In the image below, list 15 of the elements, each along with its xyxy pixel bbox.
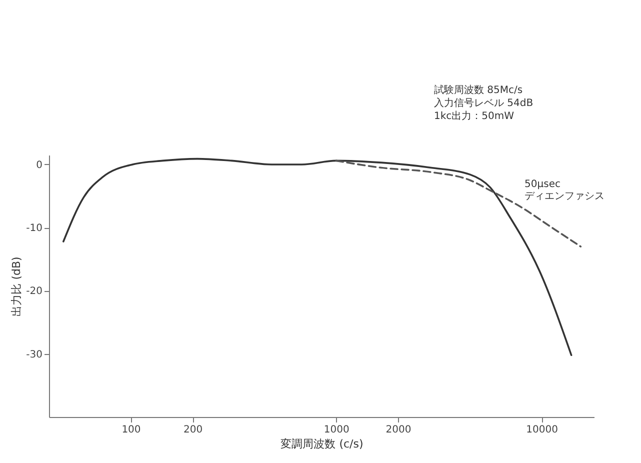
text: 試験周波数 85Mc/s: [434, 84, 523, 96]
series-label: 50μsec ディエンファシス: [524, 178, 605, 202]
y-axis-title: 出力比 (dB): [10, 256, 24, 316]
x-tick-label: 1000: [324, 424, 350, 436]
y-tick-label: -30: [26, 349, 42, 360]
text: 1kc出力：50mW: [434, 110, 514, 122]
y-tick-label: -20: [26, 286, 42, 298]
text: 入力信号レベル 54dB: [434, 97, 534, 109]
x-tick-label: 2000: [386, 424, 412, 436]
x-tick-label: 10000: [526, 424, 558, 436]
y-tick-label: 0: [36, 160, 42, 171]
x-tick-label: 100: [122, 424, 141, 436]
y-tick-label: -10: [26, 223, 42, 234]
x-tick-label: 200: [184, 424, 203, 436]
x-axis-title: 変調周波数 (c/s): [280, 438, 364, 450]
